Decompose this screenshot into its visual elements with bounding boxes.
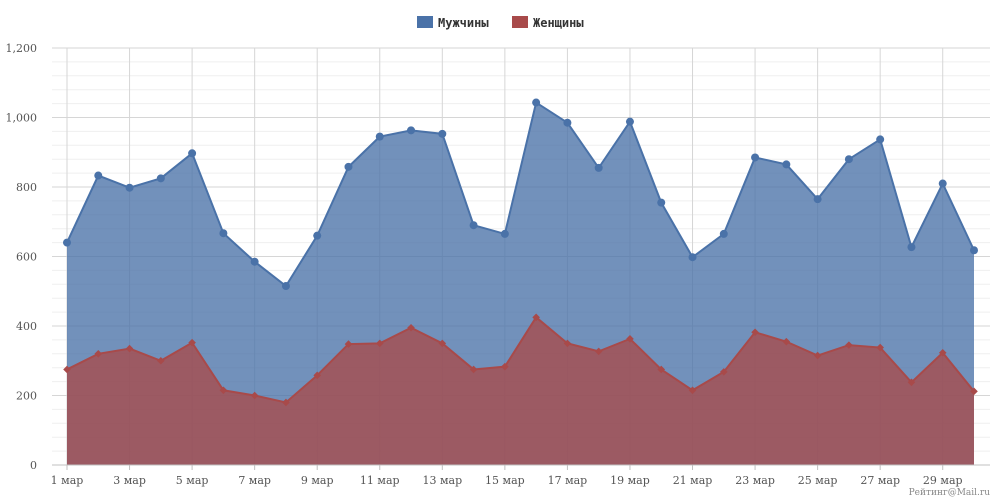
data-point-men[interactable] xyxy=(751,153,760,162)
y-tick-label: 400 xyxy=(16,320,37,333)
data-point-men[interactable] xyxy=(94,171,103,180)
data-point-women[interactable] xyxy=(719,368,728,376)
y-axis-ticks: 0 200 400 600 800 1,000 1,200 xyxy=(6,42,38,472)
data-point-women[interactable] xyxy=(626,335,634,343)
data-point-women[interactable] xyxy=(532,313,540,322)
data-point-men[interactable] xyxy=(407,126,416,135)
data-point-women[interactable] xyxy=(876,343,884,352)
data-point-men[interactable] xyxy=(938,179,947,188)
data-point-men[interactable] xyxy=(782,160,791,169)
data-point-men[interactable] xyxy=(500,229,509,238)
data-point-women[interactable] xyxy=(344,340,353,348)
data-point-women[interactable] xyxy=(313,371,322,380)
data-point-men[interactable] xyxy=(344,162,353,171)
y-tick-label: 1,000 xyxy=(6,112,38,125)
data-point-men[interactable] xyxy=(907,243,916,252)
data-point-men[interactable] xyxy=(188,149,197,158)
y-tick-label: 800 xyxy=(16,181,37,194)
data-point-men[interactable] xyxy=(438,129,447,138)
data-point-men[interactable] xyxy=(250,257,259,266)
data-point-women[interactable] xyxy=(438,339,447,348)
data-point-men[interactable] xyxy=(688,253,697,262)
data-point-women[interactable] xyxy=(657,365,666,374)
x-tick-label: 11 мар xyxy=(360,474,400,487)
data-point-women[interactable] xyxy=(688,386,697,395)
y-tick-label: 1,200 xyxy=(6,42,38,55)
data-point-men[interactable] xyxy=(594,163,603,172)
data-point-women[interactable] xyxy=(813,351,822,360)
series-markers xyxy=(63,98,978,407)
x-tick-label: 29 мар xyxy=(923,474,963,487)
data-point-men[interactable] xyxy=(125,183,134,192)
x-tick-label: 5 мар xyxy=(176,474,209,487)
credit-label[interactable]: Рейтинг@Mail.ru xyxy=(908,488,990,498)
data-point-women[interactable] xyxy=(250,391,259,400)
data-point-men[interactable] xyxy=(219,229,228,238)
x-tick-label: 7 мар xyxy=(238,474,271,487)
data-point-men[interactable] xyxy=(813,195,822,204)
data-point-women[interactable] xyxy=(188,338,196,347)
data-point-women[interactable] xyxy=(94,350,103,358)
data-point-women[interactable] xyxy=(751,328,759,337)
data-point-women[interactable] xyxy=(782,337,791,346)
data-point-men[interactable] xyxy=(63,238,71,247)
y-tick-label: 200 xyxy=(16,390,37,403)
data-point-men[interactable] xyxy=(375,132,384,141)
data-point-men[interactable] xyxy=(657,198,666,207)
data-point-women[interactable] xyxy=(157,356,165,365)
data-point-men[interactable] xyxy=(876,135,885,144)
data-point-women[interactable] xyxy=(282,398,290,407)
data-point-women[interactable] xyxy=(907,378,916,387)
data-point-women[interactable] xyxy=(501,362,509,371)
data-point-men[interactable] xyxy=(844,155,853,164)
legend-label-women[interactable]: Женщины xyxy=(533,16,584,30)
data-point-men[interactable] xyxy=(469,221,478,230)
x-tick-label: 1 мар xyxy=(51,474,84,487)
x-tick-label: 9 мар xyxy=(301,474,334,487)
x-tick-label: 27 мар xyxy=(860,474,900,487)
area-women xyxy=(67,317,974,465)
data-point-men[interactable] xyxy=(532,98,541,107)
data-point-men[interactable] xyxy=(563,118,572,127)
data-point-women[interactable] xyxy=(469,365,478,374)
legend-swatch-women[interactable] xyxy=(512,16,528,28)
data-point-women[interactable] xyxy=(938,348,947,357)
legend: Мужчины Женщины xyxy=(417,16,584,30)
data-point-men[interactable] xyxy=(719,229,728,238)
data-point-women[interactable] xyxy=(375,339,384,348)
x-tick-label: 21 мар xyxy=(673,474,713,487)
x-tick-label: 23 мар xyxy=(735,474,775,487)
data-point-women[interactable] xyxy=(970,387,978,396)
data-point-men[interactable] xyxy=(156,174,165,183)
x-tick-label: 25 мар xyxy=(798,474,838,487)
data-point-women[interactable] xyxy=(594,347,603,356)
x-tick-label: 15 мар xyxy=(485,474,525,487)
series-areas xyxy=(67,102,974,465)
data-point-men[interactable] xyxy=(313,231,322,240)
line-women xyxy=(66,315,975,404)
data-point-women[interactable] xyxy=(219,386,228,395)
data-point-women[interactable] xyxy=(125,344,134,353)
data-point-women[interactable] xyxy=(407,323,415,332)
x-tick-label: 13 мар xyxy=(422,474,462,487)
data-point-men[interactable] xyxy=(970,246,978,255)
x-tick-label: 19 мар xyxy=(610,474,650,487)
data-point-men[interactable] xyxy=(625,117,634,126)
y-tick-label: 0 xyxy=(30,459,37,472)
legend-swatch-men[interactable] xyxy=(417,16,433,28)
x-axis-ticks: 1 мар 3 мар 5 мар 7 мар 9 мар 11 мар 13 мар 15 … xyxy=(51,464,990,487)
line-men xyxy=(66,100,975,288)
data-point-women[interactable] xyxy=(563,339,572,348)
data-point-men[interactable] xyxy=(281,282,290,291)
legend-label-men[interactable]: Мужчины xyxy=(438,16,489,30)
series-lines xyxy=(66,100,975,404)
data-point-women[interactable] xyxy=(63,365,71,374)
x-tick-label: 17 мар xyxy=(548,474,588,487)
data-point-women[interactable] xyxy=(845,341,853,349)
x-tick-label: 3 мар xyxy=(113,474,146,487)
y-tick-label: 600 xyxy=(16,251,37,264)
